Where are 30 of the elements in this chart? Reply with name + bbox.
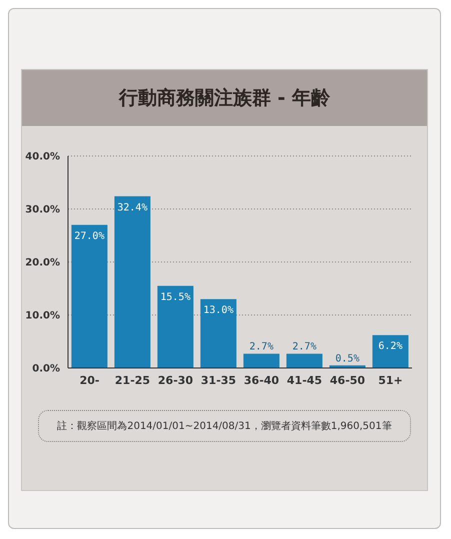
bar (243, 354, 280, 368)
bar (372, 335, 408, 368)
data-label: 27.0% (74, 230, 104, 242)
x-tick-label: 41-45 (286, 374, 322, 387)
bar (71, 224, 108, 368)
bar (114, 196, 150, 368)
x-tick-label: 36-40 (244, 374, 280, 387)
data-label: 32.4% (117, 202, 148, 214)
x-tick-label: 21-25 (114, 374, 150, 387)
data-label: 2.7% (249, 342, 274, 353)
x-tick-label: 46-50 (330, 374, 366, 387)
bar (286, 354, 322, 368)
y-tick-label: 0.0% (32, 364, 60, 375)
x-tick-label: 26-30 (158, 374, 194, 387)
data-label: 2.7% (292, 342, 316, 353)
text: 註：觀察區間為2014/01/01~2014/08/31，瀏覽者資料筆數1,960,501筆 (38, 410, 411, 442)
y-tick-label: 30.0% (25, 204, 60, 216)
x-tick-label: 51+ (378, 374, 403, 387)
data-label: 15.5% (160, 292, 190, 303)
chart-title: 行動商務關注族群 - 年齡 (22, 70, 427, 126)
data-label: 0.5% (335, 353, 360, 364)
y-tick-label: 40.0% (25, 152, 60, 163)
x-tick-label: 31-35 (200, 374, 236, 387)
data-label: 13.0% (203, 305, 234, 316)
x-tick-label: 20- (80, 374, 100, 387)
y-tick-label: 20.0% (25, 258, 60, 269)
bar (200, 299, 236, 368)
data-label: 6.2% (378, 341, 402, 352)
bar (157, 286, 194, 368)
y-tick-label: 10.0% (25, 310, 60, 322)
